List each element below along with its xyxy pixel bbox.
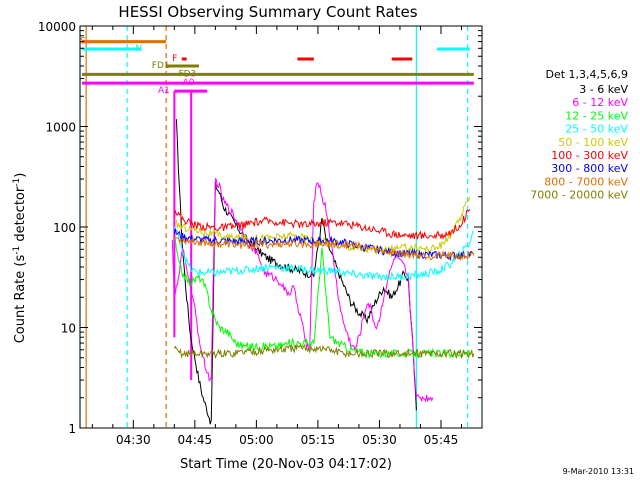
series-line: [173, 228, 474, 262]
legend-entry: 7000 - 20000 keV: [530, 189, 628, 202]
flag-label: A0: [183, 78, 195, 88]
chart-title: HESSI Observing Summary Count Rates: [118, 3, 417, 21]
flag-label: F: [172, 54, 177, 64]
legend-entry: 800 - 7000 keV: [544, 175, 628, 188]
data-series: [171, 119, 475, 425]
series-line: [173, 209, 471, 240]
legend-entry: 6 - 12 keV: [572, 96, 628, 109]
x-tick-label: 04:45: [178, 433, 213, 447]
x-axis-label: Start Time (20-Nov-03 04:17:02): [180, 457, 392, 472]
legend-entry: 3 - 6 keV: [579, 83, 628, 96]
legend-entry: 300 - 800 keV: [551, 162, 628, 175]
y-tick-label: 1000: [45, 121, 76, 135]
legend-entry: 12 - 25 keV: [565, 109, 628, 122]
flag-label: FD1: [152, 61, 170, 71]
y-axis-label-sup: -1: [12, 178, 22, 187]
date-stamp: 9-Mar-2010 13:31: [563, 467, 634, 476]
y-axis-label-part: ): [13, 173, 28, 178]
axes: 04:30 04:45 05:00 05:15 05:30 05:45 1 10 100 1000…: [38, 20, 483, 447]
svg-text:Count Rate (s-1 detector-1): Count Rate (s-1 detector-1): [12, 173, 28, 344]
y-axis-label-sup: -1: [12, 246, 22, 255]
x-tick-label: 05:00: [239, 433, 274, 447]
flag-label: N: [135, 44, 142, 54]
x-tick-label: 04:30: [116, 433, 151, 447]
series-line: [173, 226, 474, 282]
legend-entry: 50 - 100 keV: [558, 136, 628, 149]
series-line: [171, 177, 434, 403]
y-axis-label-part: Count Rate (s: [13, 255, 28, 344]
y-axis-label: Count Rate (s-1 detector-1): [12, 173, 28, 344]
legend-title: Det 1,3,4,5,6,9: [545, 68, 628, 81]
series-line: [173, 343, 475, 360]
y-tick-label: 10: [61, 322, 76, 336]
y-axis-label-part: detector: [13, 186, 28, 246]
legend-entry: 100 - 300 keV: [551, 149, 628, 162]
flag-label: FD3: [178, 69, 196, 79]
x-tick-label: 05:30: [362, 433, 397, 447]
series-line: [173, 237, 471, 359]
flag-label: A1: [158, 86, 170, 96]
y-tick-label: 1: [68, 422, 76, 436]
x-tick-label: 05:15: [301, 433, 336, 447]
legend-entry: 25 - 50 keV: [565, 123, 628, 136]
y-tick-label: 10000: [38, 20, 76, 34]
series-line: [175, 119, 417, 425]
x-tick-label: 05:45: [424, 433, 459, 447]
y-tick-label: 100: [53, 221, 76, 235]
series-line: [174, 237, 475, 261]
